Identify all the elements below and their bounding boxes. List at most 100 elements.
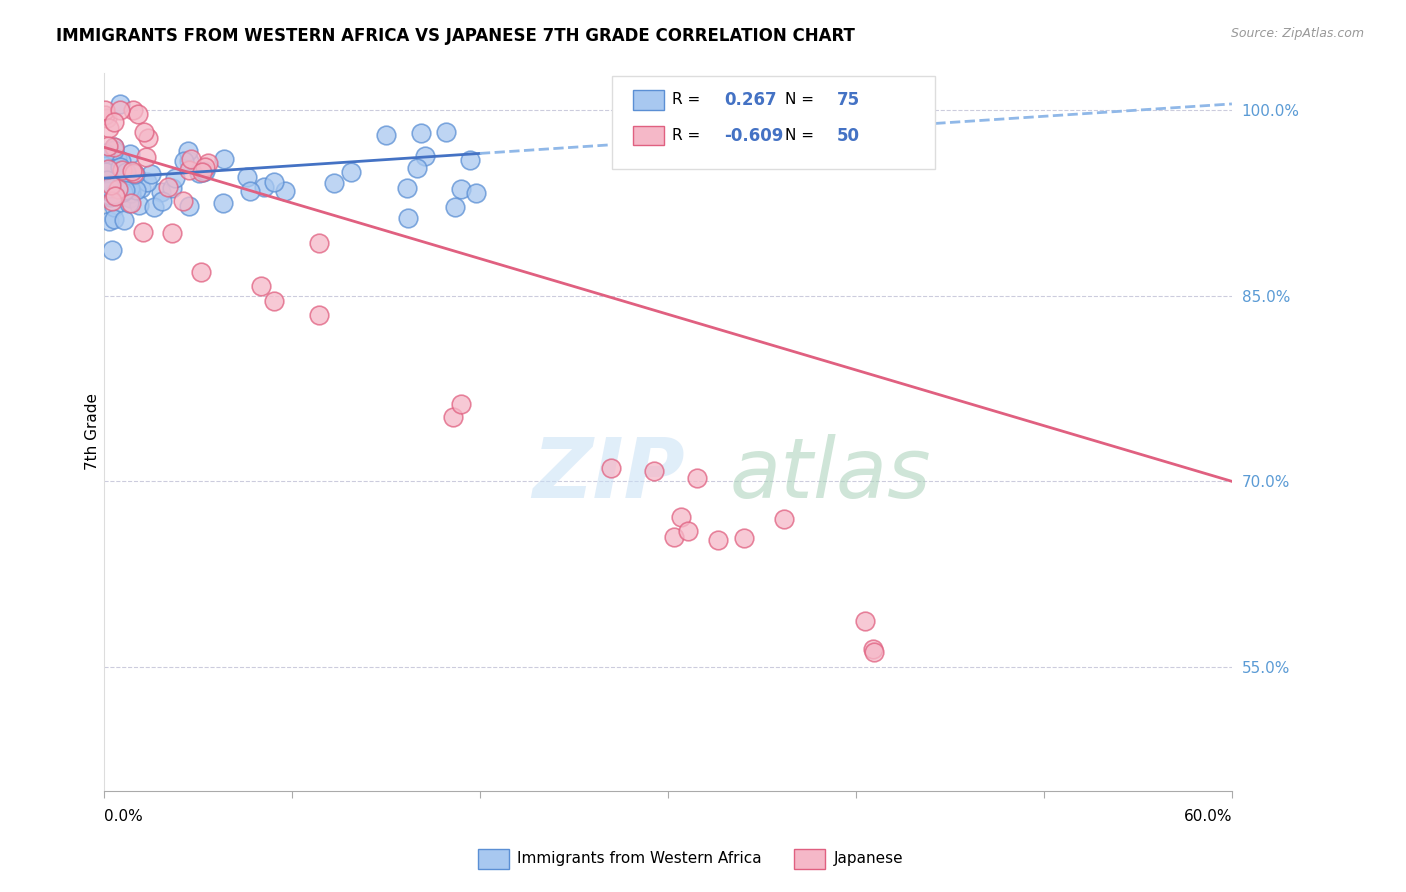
Text: -0.609: -0.609 bbox=[724, 127, 783, 145]
Point bbox=[450, 397, 472, 411]
Point bbox=[135, 150, 157, 164]
Point bbox=[98, 181, 121, 195]
Point bbox=[108, 103, 131, 117]
Point bbox=[149, 185, 172, 199]
Point bbox=[136, 131, 159, 145]
Point bbox=[103, 143, 125, 157]
Point bbox=[101, 243, 124, 257]
Point bbox=[156, 180, 179, 194]
Point bbox=[190, 265, 212, 279]
Point bbox=[773, 512, 796, 526]
Point bbox=[160, 226, 183, 240]
Point bbox=[707, 533, 730, 548]
Point bbox=[434, 125, 457, 139]
Point bbox=[94, 159, 117, 173]
Point bbox=[322, 176, 344, 190]
Point bbox=[163, 171, 186, 186]
Point bbox=[450, 182, 472, 196]
Point bbox=[94, 108, 117, 122]
Point bbox=[112, 186, 135, 200]
Point bbox=[103, 140, 125, 154]
Point bbox=[127, 107, 149, 121]
Point bbox=[212, 152, 235, 166]
Point bbox=[103, 115, 125, 129]
Point bbox=[100, 178, 122, 193]
Point bbox=[100, 178, 122, 193]
Point bbox=[103, 186, 125, 201]
Point bbox=[128, 198, 150, 212]
Point bbox=[103, 200, 125, 214]
Text: 0.267: 0.267 bbox=[724, 91, 776, 109]
Point bbox=[197, 156, 219, 170]
Point bbox=[375, 128, 398, 142]
Point bbox=[177, 154, 200, 169]
Point bbox=[105, 151, 128, 165]
Point bbox=[413, 148, 436, 162]
Point bbox=[676, 524, 699, 538]
Point bbox=[97, 178, 120, 193]
Point bbox=[599, 460, 621, 475]
Point bbox=[441, 410, 464, 425]
Point bbox=[108, 96, 131, 111]
Point bbox=[139, 167, 162, 181]
Point bbox=[253, 179, 276, 194]
Point bbox=[177, 145, 200, 159]
Point bbox=[136, 175, 159, 189]
Point bbox=[250, 278, 273, 293]
Point bbox=[103, 140, 125, 154]
Point bbox=[396, 180, 419, 194]
Point bbox=[212, 195, 235, 210]
Point bbox=[118, 195, 141, 210]
Point bbox=[733, 531, 755, 545]
Text: Japanese: Japanese bbox=[834, 851, 904, 865]
Point bbox=[444, 200, 467, 214]
Point bbox=[118, 191, 141, 205]
Point bbox=[98, 190, 121, 204]
Point bbox=[124, 166, 146, 180]
Point bbox=[194, 163, 217, 178]
Point bbox=[263, 175, 285, 189]
Point bbox=[121, 164, 143, 178]
Point bbox=[180, 152, 202, 166]
Point bbox=[112, 213, 135, 227]
Point bbox=[853, 614, 876, 628]
Point bbox=[110, 154, 132, 169]
Point bbox=[98, 153, 121, 167]
Text: R =: R = bbox=[672, 93, 706, 107]
Point bbox=[100, 194, 122, 209]
Text: R =: R = bbox=[672, 128, 706, 143]
Text: N =: N = bbox=[785, 93, 818, 107]
Point bbox=[96, 111, 118, 125]
Point bbox=[110, 160, 132, 174]
Text: 50: 50 bbox=[837, 127, 859, 145]
Point bbox=[236, 169, 259, 184]
Point bbox=[97, 214, 120, 228]
Point bbox=[120, 181, 142, 195]
Text: 60.0%: 60.0% bbox=[1184, 809, 1232, 824]
Y-axis label: 7th Grade: 7th Grade bbox=[86, 393, 100, 470]
Point bbox=[160, 181, 183, 195]
Point bbox=[405, 161, 427, 175]
Point bbox=[188, 166, 211, 180]
Text: N =: N = bbox=[785, 128, 818, 143]
Text: IMMIGRANTS FROM WESTERN AFRICA VS JAPANESE 7TH GRADE CORRELATION CHART: IMMIGRANTS FROM WESTERN AFRICA VS JAPANE… bbox=[56, 27, 855, 45]
Point bbox=[134, 125, 156, 139]
Point bbox=[396, 211, 419, 226]
Text: atlas: atlas bbox=[730, 434, 932, 516]
Text: Source: ZipAtlas.com: Source: ZipAtlas.com bbox=[1230, 27, 1364, 40]
Point bbox=[124, 167, 146, 181]
Point bbox=[190, 165, 212, 179]
Point bbox=[120, 195, 142, 210]
Point bbox=[150, 194, 173, 208]
Point bbox=[669, 509, 692, 524]
Point bbox=[94, 145, 117, 160]
Point bbox=[191, 165, 214, 179]
Point bbox=[239, 184, 262, 198]
Point bbox=[862, 642, 884, 657]
Text: ZIP: ZIP bbox=[533, 434, 685, 516]
Point bbox=[132, 225, 155, 239]
Point bbox=[93, 156, 115, 170]
Point bbox=[115, 165, 138, 179]
Point bbox=[98, 157, 121, 171]
Text: 75: 75 bbox=[837, 91, 859, 109]
